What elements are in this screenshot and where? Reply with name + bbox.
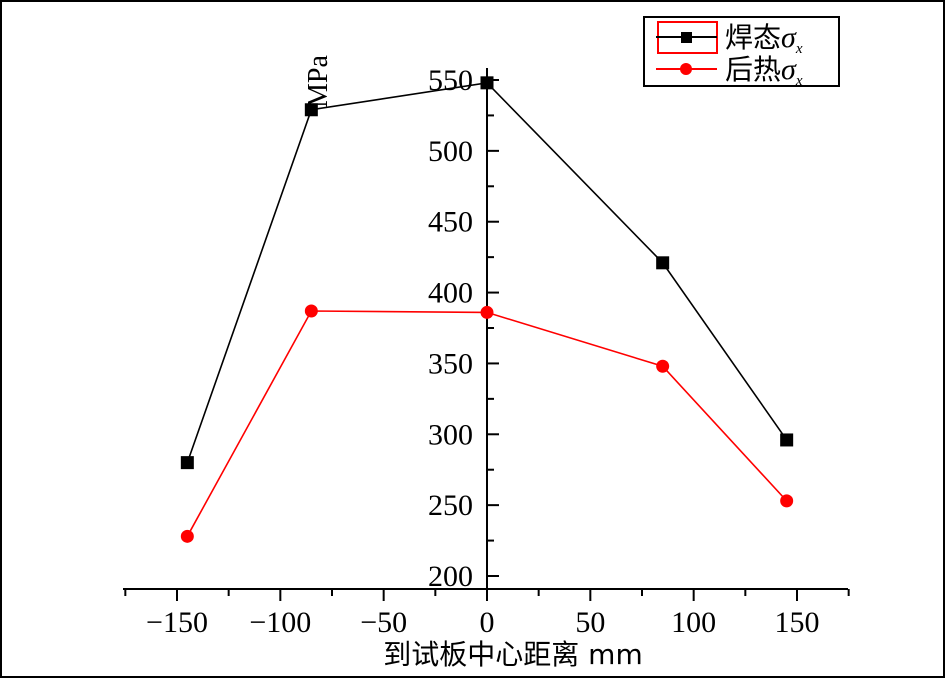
x-tick-label: 100 [671,606,716,639]
legend-swatch-marker-1 [681,32,692,43]
x-axis-title: 到试板中心距离 mm [383,638,642,671]
legend[interactable]: 焊态σx 后热σx [643,16,840,89]
y-tick-label: 400 [428,277,473,310]
data-point[interactable] [656,256,670,270]
legend-label-2-prefix: 后热 [725,53,781,86]
y-tick-label: 300 [428,418,473,451]
x-tick-label: −50 [360,606,407,639]
legend-swatch-marker-2 [680,63,692,75]
legend-label-1: 焊态σx [725,21,803,57]
legend-box [643,16,840,87]
y-tick-label: 200 [428,560,473,593]
axes: −150 −100 −50 0 50 100 150 200 250 300 350 400 450 50… [123,64,850,639]
series-1 [180,76,794,470]
series-layer [180,76,794,543]
y-tick-label: 450 [428,206,473,239]
legend-item-2[interactable]: 后热σx [656,53,803,89]
data-point[interactable] [480,76,494,90]
legend-label-2-symbol: σ [781,53,797,86]
y-tick-label: 500 [428,135,473,168]
legend-label-2-subscript: x [795,73,803,89]
data-point[interactable] [180,529,194,543]
legend-label-1-subscript: x [795,41,803,57]
y-tick-label: 250 [428,489,473,522]
y-tick-label: 350 [428,347,473,380]
y-axis-unit-label: MPa [303,55,334,108]
x-tick-label: −150 [146,606,208,639]
y-tick-label: 550 [428,64,473,97]
series-2 [180,304,794,543]
data-point[interactable] [180,456,194,470]
x-tick-label: 50 [575,606,605,639]
x-tick-label: 0 [480,606,495,639]
data-point[interactable] [304,103,318,117]
legend-label-2: 后热σx [725,53,803,89]
data-point[interactable] [780,494,794,508]
data-point[interactable] [480,305,494,319]
data-point[interactable] [304,304,318,318]
legend-item-1[interactable]: 焊态σx [656,21,803,57]
data-point[interactable] [780,433,794,447]
legend-label-1-symbol: σ [781,21,797,54]
x-tick-label: −100 [249,606,311,639]
data-point[interactable] [656,359,670,373]
legend-label-1-prefix: 焊态 [725,21,781,54]
x-tick-label: 150 [775,606,820,639]
